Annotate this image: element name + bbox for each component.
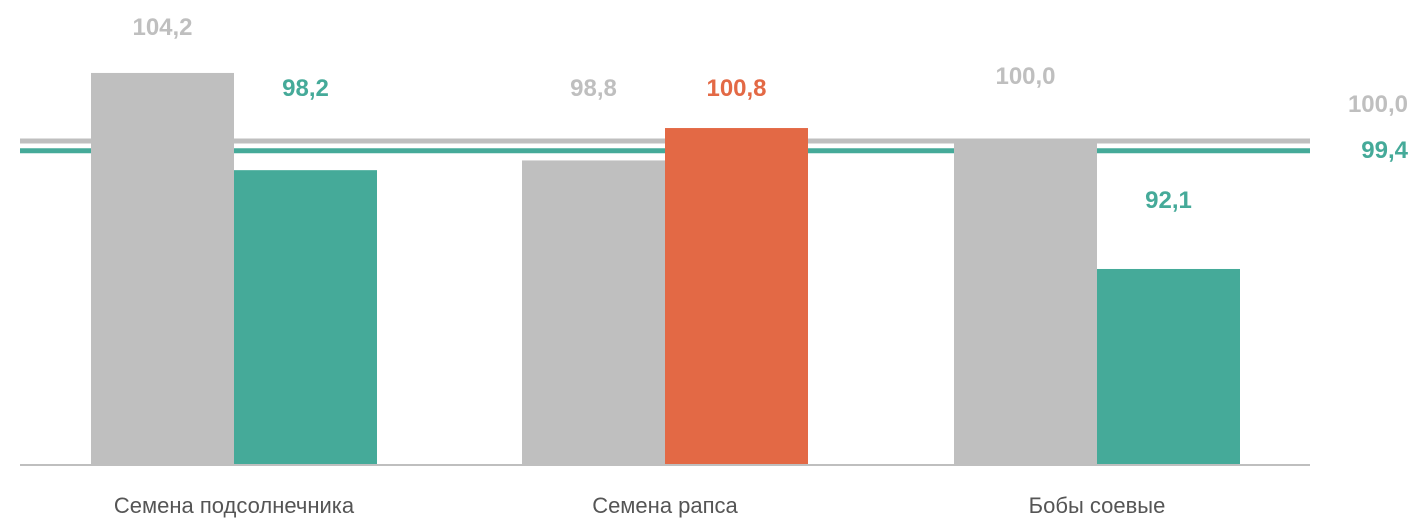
bar-series0-2	[954, 141, 1097, 465]
value-label-series1-0: 98,2	[282, 75, 329, 102]
bar-series1-2	[1097, 268, 1240, 465]
category-label-1: Семена рапса	[592, 493, 738, 518]
bar-series1-1	[665, 128, 808, 466]
value-label-series0-2: 100,0	[995, 63, 1055, 90]
value-labels: 100,0 99,4 104,2 98,8 100,0 98,2 100,8 92,1	[132, 14, 1408, 214]
value-label-series1-1: 100,8	[706, 75, 766, 102]
bar-series1-0	[234, 170, 377, 465]
bars	[91, 72, 1240, 466]
value-label-series0-1: 98,8	[570, 75, 617, 102]
reference-line-label-1: 99,4	[1361, 137, 1408, 164]
category-label-0: Семена подсолнечника	[114, 493, 355, 518]
bar-series0-0	[91, 72, 234, 466]
category-label-2: Бобы соевые	[1029, 493, 1166, 518]
value-label-series1-2: 92,1	[1145, 187, 1192, 214]
value-label-series0-0: 104,2	[132, 14, 192, 41]
bar-series0-1	[522, 160, 665, 465]
reference-line-label-0: 100,0	[1348, 91, 1408, 118]
category-labels: Семена подсолнечника Семена рапса Бобы сое…	[114, 493, 1165, 518]
